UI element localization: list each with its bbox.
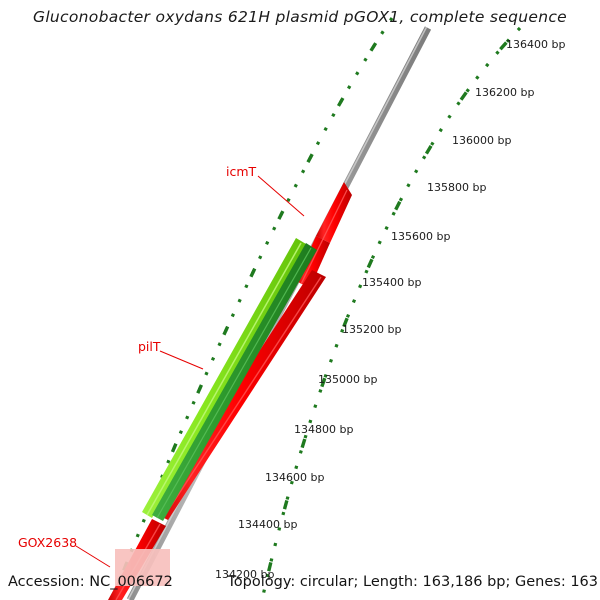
feature-icmT[interactable] bbox=[296, 182, 352, 288]
selection-highlight bbox=[115, 549, 170, 586]
ruler-tick-label: 134800 bp bbox=[294, 423, 354, 436]
ruler-tick-label: 135000 bp bbox=[318, 373, 378, 386]
accession-text: Accession: NC_006672 bbox=[8, 574, 173, 590]
ruler-tick-label: 134200 bp bbox=[215, 568, 275, 581]
ruler-tick-label: 134600 bp bbox=[265, 471, 325, 484]
ruler-tick-label: 136200 bp bbox=[475, 86, 535, 99]
leader-line-icmT bbox=[257, 175, 305, 217]
ruler-tick-label: 136400 bp bbox=[506, 38, 566, 51]
ruler-tick-label: 135800 bp bbox=[427, 181, 487, 194]
ruler-tick-label: 135200 bp bbox=[342, 323, 402, 336]
feature-pilT[interactable] bbox=[142, 238, 306, 518]
label-leader-lines bbox=[75, 175, 305, 568]
feature-label-pilT[interactable]: pilT bbox=[138, 339, 161, 354]
topology-summary-text: Topology: circular; Length: 163,186 bp; … bbox=[227, 574, 598, 590]
ruler-tick-label: 136000 bp bbox=[452, 134, 512, 147]
feature-label-GOX2638[interactable]: GOX2638 bbox=[18, 535, 78, 550]
ruler-tick-label: 135400 bp bbox=[362, 276, 422, 289]
ruler-tick-label: 135600 bp bbox=[391, 230, 451, 243]
page-title: Gluconobacter oxydans 621H plasmid pGOX1… bbox=[33, 8, 567, 26]
feature-pilT-domain[interactable] bbox=[152, 243, 317, 521]
feature-label-icmT[interactable]: icmT bbox=[226, 164, 257, 179]
ruler-tick-label: 134400 bp bbox=[238, 518, 298, 531]
leader-line-pilT bbox=[159, 350, 204, 370]
leader-line-GOX2638 bbox=[75, 545, 111, 568]
